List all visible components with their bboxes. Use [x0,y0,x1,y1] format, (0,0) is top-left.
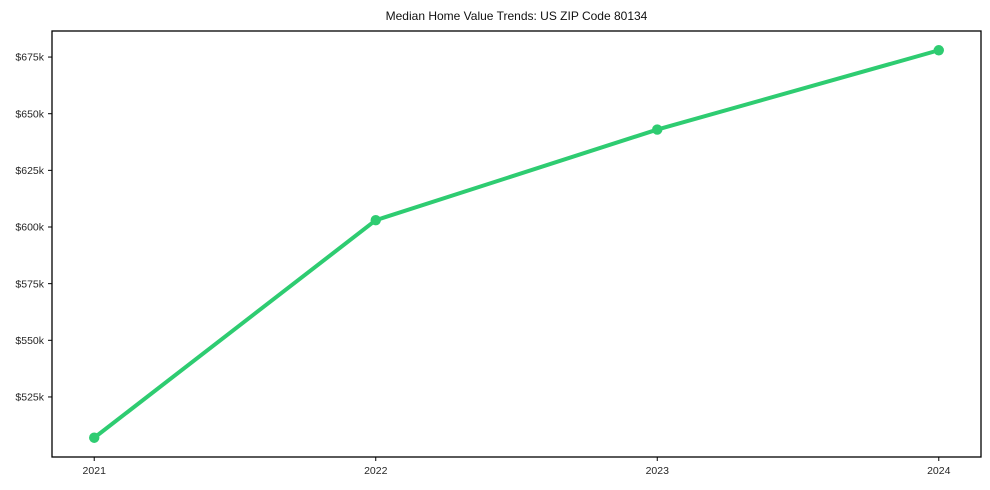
trend-line [92,48,941,440]
y-tick-label: $625k [15,165,44,177]
data-point-marker [933,45,944,56]
chart-title: Median Home Value Trends: US ZIP Code 80… [385,9,648,23]
x-tick-label: 2024 [927,465,951,477]
data-point-marker [89,432,100,443]
data-point-marker [370,215,381,226]
x-tick-label: 2021 [83,465,107,477]
x-tick-label: 2023 [646,465,670,477]
plot-area [52,31,981,457]
y-tick-label: $550k [15,335,44,347]
y-tick-label: $525k [15,392,44,404]
data-point-marker [652,124,663,135]
plot-frame [51,30,982,458]
y-tick-label: $675k [15,52,44,64]
y-tick-label: $600k [15,222,44,234]
y-tick-label: $650k [15,108,44,120]
y-tick-label: $575k [15,278,44,290]
x-tick-label: 2022 [364,465,388,477]
